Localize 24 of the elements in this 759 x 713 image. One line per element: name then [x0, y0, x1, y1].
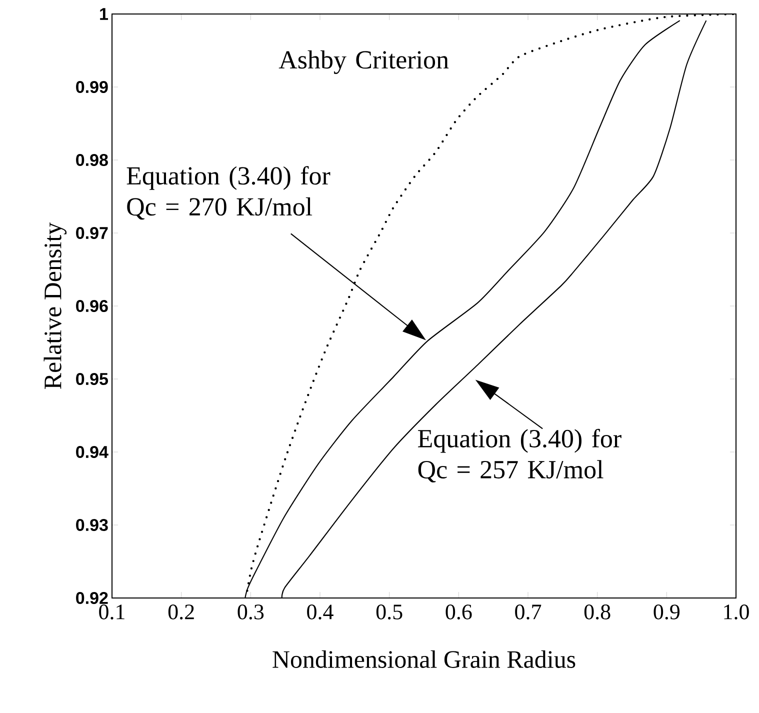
y-tick-label: 0.96 — [76, 300, 108, 312]
x-tick-label: 0.6 — [446, 604, 472, 620]
x-tick-label: 0.5 — [376, 604, 402, 620]
y-tick-label: 0.93 — [76, 518, 108, 532]
x-tick-label: 1.0 — [724, 604, 749, 620]
x-tick-label: 0.9 — [654, 604, 680, 620]
x-tick-label: 0.3 — [238, 604, 264, 620]
x-tick-label: 0.7 — [515, 604, 542, 620]
y-tick-label: 0.94 — [76, 446, 108, 458]
x-tick-label: 0.4 — [307, 604, 334, 620]
x-axis-title: Nondimensional Grain Radius — [272, 650, 576, 668]
y-tick-label: 0.99 — [76, 80, 108, 94]
y-axis-title: Relative Density — [44, 222, 67, 389]
y-tick-label: 1 — [100, 8, 108, 20]
annotation: Ashby Criterion — [278, 50, 449, 74]
y-tick-label: 0.98 — [76, 154, 108, 166]
annotation: Equation (3.40) for Qc = 257 KJ/mol — [418, 428, 622, 482]
x-tick-label: 0.1 — [99, 604, 124, 620]
y-tick-label: 0.92 — [76, 592, 108, 604]
annotation: Equation (3.40) for Qc = 270 KJ/mol — [126, 166, 330, 220]
y-tick-label: 0.97 — [76, 226, 108, 240]
y-tick-label: 0.95 — [76, 372, 108, 386]
x-tick-label: 0.2 — [168, 604, 194, 620]
x-tick-label: 0.8 — [584, 604, 610, 620]
